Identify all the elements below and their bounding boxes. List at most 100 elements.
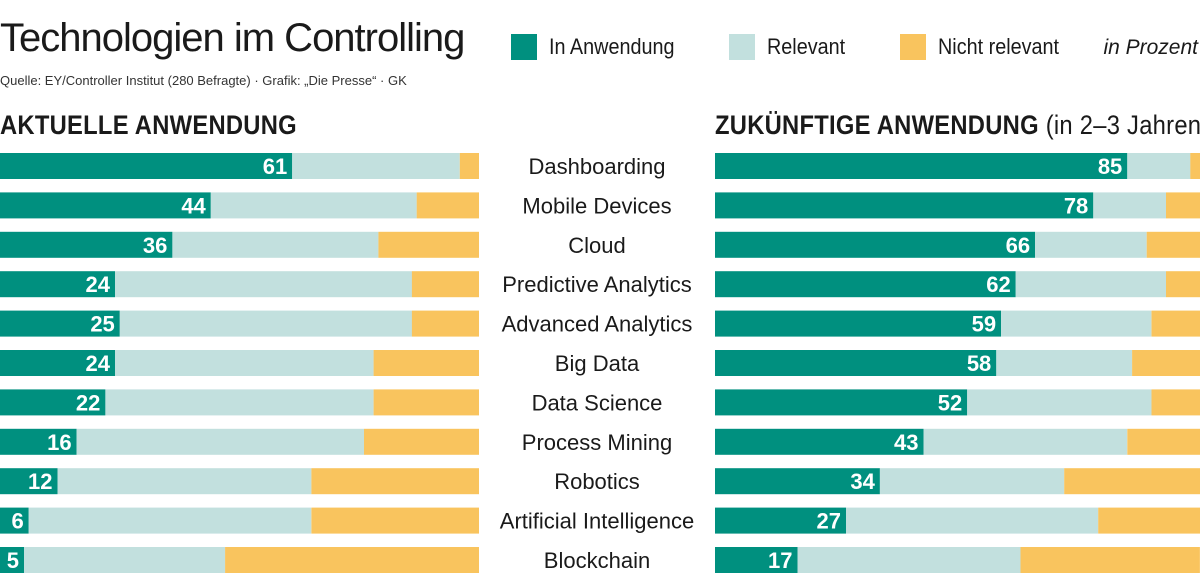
category-label-mobile-devices: Mobile Devices: [522, 193, 671, 218]
right-value-label-advanced-analytics: 59: [972, 312, 996, 337]
right-bar-artificial-intelligence-nicht-relevant: [1098, 507, 1200, 534]
left-bar-blockchain-in-anwendung: [0, 547, 24, 573]
left-bar-artificial-intelligence-in-anwendung: [0, 507, 29, 534]
left-value-label-data-science: 22: [76, 390, 100, 415]
right-section-title: ZUKÜNFTIGE ANWENDUNG (in 2–3 Jahren): [715, 110, 1200, 141]
right-bar-predictive-analytics-nicht-relevant: [1166, 271, 1200, 298]
right-bar-dashboarding-nicht-relevant: [1190, 153, 1200, 179]
left-bar-advanced-analytics-relevant: [119, 310, 413, 337]
right-value-label-cloud: 66: [1006, 233, 1030, 258]
left-bar-blockchain-nicht-relevant: [225, 547, 479, 573]
right-bar-mobile-devices-in-anwendung: [715, 192, 1094, 219]
right-bar-data-science-nicht-relevant: [1151, 389, 1200, 416]
left-value-label-process-mining: 16: [47, 430, 71, 455]
right-value-label-predictive-analytics: 62: [986, 272, 1010, 297]
right-bar-blockchain-nicht-relevant: [1020, 547, 1200, 573]
left-bar-advanced-analytics-in-anwendung: [0, 310, 120, 337]
left-section-title: AKTUELLE ANWENDUNG: [0, 110, 297, 140]
right-bar-big-data-relevant: [996, 350, 1133, 376]
left-bar-data-science-nicht-relevant: [373, 389, 479, 416]
legend-item-nicht-relevant: Nicht relevant: [900, 34, 1073, 60]
category-label-predictive-analytics: Predictive Analytics: [502, 272, 692, 297]
right-bar-robotics-in-anwendung: [715, 468, 880, 495]
left-value-label-blockchain: 5: [7, 548, 19, 573]
left-bar-dashboarding-in-anwendung: [0, 153, 293, 179]
unit-label: in Prozent: [1103, 36, 1198, 59]
category-label-data-science: Data Science: [532, 390, 663, 415]
right-value-label-big-data: 58: [967, 351, 991, 376]
right-bar-cloud-relevant: [1035, 231, 1147, 258]
left-value-label-mobile-devices: 44: [181, 193, 206, 218]
right-bar-robotics-relevant: [879, 468, 1065, 495]
left-bar-big-data-nicht-relevant: [373, 350, 479, 376]
legend-swatch-in-anwendung: [511, 34, 537, 60]
left-bar-robotics-relevant: [57, 468, 312, 495]
right-bar-predictive-analytics-in-anwendung: [715, 271, 1016, 298]
left-bar-process-mining-in-anwendung: [0, 428, 77, 455]
left-bar-data-science-relevant: [105, 389, 374, 416]
right-value-label-mobile-devices: 78: [1064, 193, 1088, 218]
right-value-label-process-mining: 43: [894, 430, 918, 455]
left-value-label-predictive-analytics: 24: [86, 272, 111, 297]
right-bar-mobile-devices-relevant: [1093, 192, 1167, 219]
left-value-label-big-data: 24: [86, 351, 111, 376]
category-label-dashboarding: Dashboarding: [529, 154, 666, 179]
left-bar-big-data-relevant: [115, 350, 374, 376]
left-bar-predictive-analytics-nicht-relevant: [411, 271, 479, 298]
right-bar-process-mining-in-anwendung: [715, 428, 924, 455]
left-bar-mobile-devices-in-anwendung: [0, 192, 211, 219]
category-label-advanced-analytics: Advanced Analytics: [502, 312, 693, 337]
legend-item-in-anwendung: In Anwendung: [511, 34, 688, 60]
left-bar-data-science-in-anwendung: [0, 389, 106, 416]
legend-item-relevant: Relevant: [729, 34, 854, 60]
right-bar-cloud-nicht-relevant: [1146, 231, 1200, 258]
right-bar-data-science-relevant: [967, 389, 1152, 416]
left-bar-blockchain-relevant: [24, 547, 226, 573]
right-value-label-data-science: 52: [938, 390, 962, 415]
left-bar-advanced-analytics-nicht-relevant: [411, 310, 479, 337]
right-bar-predictive-analytics-relevant: [1015, 271, 1166, 298]
legend-label-nicht-relevant: Nicht relevant: [938, 34, 1060, 59]
right-bar-advanced-analytics-relevant: [1001, 310, 1152, 337]
right-bar-big-data-nicht-relevant: [1132, 350, 1200, 376]
right-bar-advanced-analytics-nicht-relevant: [1151, 310, 1200, 337]
left-bar-predictive-analytics-relevant: [115, 271, 412, 298]
left-value-label-cloud: 36: [143, 233, 167, 258]
right-bar-dashboarding-relevant: [1127, 153, 1191, 179]
right-bar-dashboarding-in-anwendung: [715, 153, 1128, 179]
category-label-big-data: Big Data: [555, 351, 640, 376]
left-bar-artificial-intelligence-relevant: [28, 507, 312, 534]
right-value-label-robotics: 34: [850, 469, 875, 494]
left-value-label-advanced-analytics: 25: [90, 312, 114, 337]
left-bar-dashboarding-nicht-relevant: [459, 153, 479, 179]
category-label-process-mining: Process Mining: [522, 430, 672, 455]
right-bar-advanced-analytics-in-anwendung: [715, 310, 1002, 337]
right-value-label-dashboarding: 85: [1098, 154, 1122, 179]
left-bar-cloud-in-anwendung: [0, 231, 173, 258]
right-bar-blockchain-relevant: [797, 547, 1021, 573]
left-bar-robotics-nicht-relevant: [311, 468, 479, 495]
left-value-label-dashboarding: 61: [263, 154, 287, 179]
left-bar-big-data-in-anwendung: [0, 350, 115, 376]
left-bar-robotics-in-anwendung: [0, 468, 58, 495]
right-bar-blockchain-in-anwendung: [715, 547, 798, 573]
right-bar-big-data-in-anwendung: [715, 350, 997, 376]
right-section-title-main: ZUKÜNFTIGE ANWENDUNG: [715, 110, 1039, 140]
right-section-subtitle: (in 2–3 Jahren): [1045, 110, 1200, 140]
right-bar-mobile-devices-nicht-relevant: [1166, 192, 1200, 219]
legend-swatch-nicht-relevant: [900, 34, 926, 60]
page-title: Technologien im Controlling: [0, 16, 465, 60]
right-value-label-artificial-intelligence: 27: [817, 509, 841, 534]
left-bar-dashboarding-relevant: [292, 153, 460, 179]
right-bar-process-mining-relevant: [923, 428, 1128, 455]
right-bar-artificial-intelligence-relevant: [846, 507, 1099, 534]
left-bar-predictive-analytics-in-anwendung: [0, 271, 115, 298]
left-bar-process-mining-relevant: [76, 428, 364, 455]
right-bar-artificial-intelligence-in-anwendung: [715, 507, 846, 534]
legend: In Anwendung Relevant Nicht relevant: [0, 34, 1200, 64]
category-label-cloud: Cloud: [568, 233, 625, 258]
left-bar-mobile-devices-relevant: [210, 192, 417, 219]
left-bar-mobile-devices-nicht-relevant: [416, 192, 479, 219]
